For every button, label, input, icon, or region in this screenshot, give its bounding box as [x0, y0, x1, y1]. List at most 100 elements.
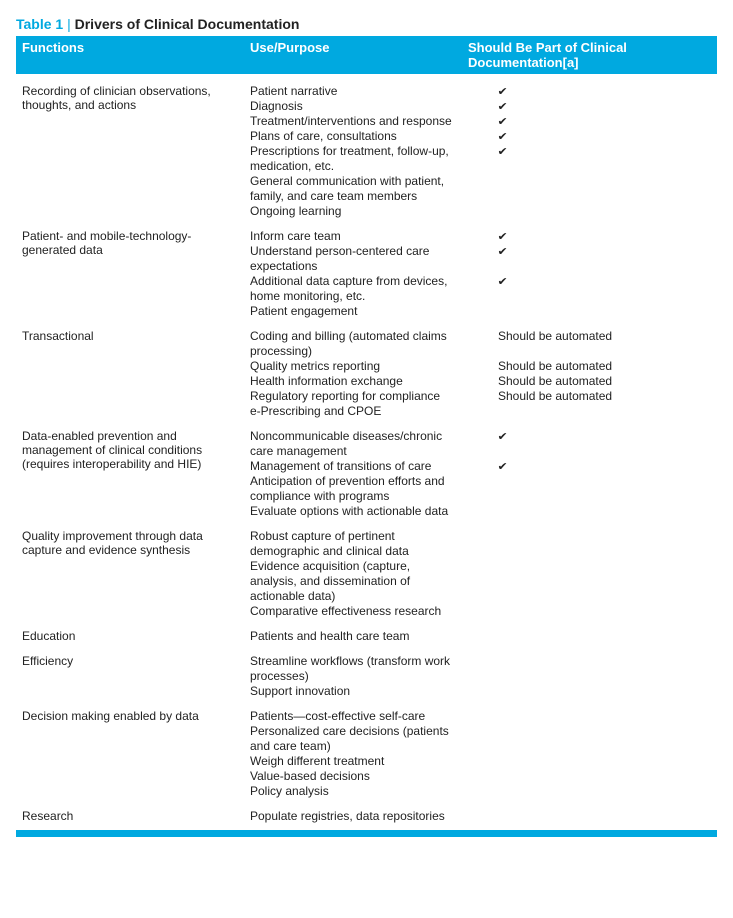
- mark-cell: [468, 459, 711, 473]
- header-use: Use/Purpose: [250, 40, 468, 70]
- function-cell: Recording of clinician observations, tho…: [22, 84, 250, 112]
- check-icon: [498, 229, 507, 243]
- use-cell: Streamline workflows (transform work pro…: [250, 654, 468, 684]
- check-icon: [498, 144, 507, 158]
- use-cell: Management of transitions of care: [250, 459, 468, 474]
- use-row: Policy analysis: [250, 784, 711, 799]
- mark-cell: [468, 99, 711, 113]
- mark-cell: [468, 429, 711, 443]
- use-mark-group: Coding and billing (automated claims pro…: [250, 329, 711, 419]
- use-row: Robust capture of pertinent demographic …: [250, 529, 711, 559]
- function-cell: Efficiency: [22, 654, 250, 668]
- use-cell: Regulatory reporting for compliance: [250, 389, 468, 404]
- use-mark-group: Populate registries, data repositories: [250, 809, 711, 824]
- use-row: Additional data capture from devices, ho…: [250, 274, 711, 304]
- table-row: EfficiencyStreamline workflows (transfor…: [22, 644, 711, 699]
- use-cell: Comparative effectiveness research: [250, 604, 468, 619]
- use-cell: Weigh different treatment: [250, 754, 468, 769]
- check-icon: [498, 114, 507, 128]
- function-cell: Transactional: [22, 329, 250, 343]
- use-cell: Diagnosis: [250, 99, 468, 114]
- table-row: Quality improvement through data capture…: [22, 519, 711, 619]
- use-row: Evidence acquisition (capture, analysis,…: [250, 559, 711, 604]
- use-cell: Quality metrics reporting: [250, 359, 468, 374]
- use-row: Regulatory reporting for complianceShoul…: [250, 389, 711, 404]
- use-mark-group: Patients—cost-effective self-carePersona…: [250, 709, 711, 799]
- use-cell: Health information exchange: [250, 374, 468, 389]
- use-cell: e-Prescribing and CPOE: [250, 404, 468, 419]
- use-row: Prescriptions for treatment, follow-up, …: [250, 144, 711, 174]
- use-cell: Populate registries, data repositories: [250, 809, 468, 824]
- check-icon: [498, 99, 507, 113]
- function-cell: Decision making enabled by data: [22, 709, 250, 723]
- use-mark-group: Patient narrativeDiagnosisTreatment/inte…: [250, 84, 711, 219]
- use-mark-group: Robust capture of pertinent demographic …: [250, 529, 711, 619]
- table-row: Decision making enabled by dataPatients—…: [22, 699, 711, 799]
- use-cell: Understand person-centered care expectat…: [250, 244, 468, 274]
- use-cell: Robust capture of pertinent demographic …: [250, 529, 468, 559]
- use-row: Inform care team: [250, 229, 711, 244]
- function-cell: Data-enabled prevention and management o…: [22, 429, 250, 471]
- mark-cell: [468, 244, 711, 258]
- check-icon: [498, 429, 507, 443]
- use-row: Comparative effectiveness research: [250, 604, 711, 619]
- use-row: Treatment/interventions and response: [250, 114, 711, 129]
- mark-cell: Should be automated: [468, 389, 711, 403]
- use-row: Management of transitions of care: [250, 459, 711, 474]
- use-row: Populate registries, data repositories: [250, 809, 711, 824]
- use-mark-group: Noncommunicable diseases/chronic care ma…: [250, 429, 711, 519]
- mark-cell: Should be automated: [468, 359, 711, 373]
- use-cell: Ongoing learning: [250, 204, 468, 219]
- use-row: Patient narrative: [250, 84, 711, 99]
- use-row: Streamline workflows (transform work pro…: [250, 654, 711, 684]
- table-footer-bar: [16, 830, 717, 837]
- caption-label: Table 1: [16, 16, 63, 32]
- function-cell: Research: [22, 809, 250, 823]
- use-cell: Patient engagement: [250, 304, 468, 319]
- use-cell: Plans of care, consultations: [250, 129, 468, 144]
- use-row: Personalized care decisions (patients an…: [250, 724, 711, 754]
- use-row: Value-based decisions: [250, 769, 711, 784]
- use-row: Weigh different treatment: [250, 754, 711, 769]
- check-icon: [498, 84, 507, 98]
- use-row: Patients—cost-effective self-care: [250, 709, 711, 724]
- use-row: e-Prescribing and CPOE: [250, 404, 711, 419]
- mark-cell: [468, 114, 711, 128]
- table-row: TransactionalCoding and billing (automat…: [22, 319, 711, 419]
- use-cell: Noncommunicable diseases/chronic care ma…: [250, 429, 468, 459]
- use-cell: Patients—cost-effective self-care: [250, 709, 468, 724]
- check-icon: [498, 274, 507, 288]
- use-cell: Personalized care decisions (patients an…: [250, 724, 468, 754]
- use-row: Patient engagement: [250, 304, 711, 319]
- use-cell: Support innovation: [250, 684, 468, 699]
- use-cell: Treatment/interventions and response: [250, 114, 468, 129]
- header-should-be: Should Be Part of Clinical Documentation…: [468, 40, 711, 70]
- mark-cell: [468, 229, 711, 243]
- mark-cell: [468, 274, 711, 288]
- use-row: Anticipation of prevention efforts and c…: [250, 474, 711, 504]
- use-cell: Policy analysis: [250, 784, 468, 799]
- check-icon: [498, 459, 507, 473]
- header-functions: Functions: [22, 40, 250, 70]
- use-mark-group: Streamline workflows (transform work pro…: [250, 654, 711, 699]
- use-cell: Coding and billing (automated claims pro…: [250, 329, 468, 359]
- table-row: Recording of clinician observations, tho…: [22, 74, 711, 219]
- use-cell: General communication with patient, fami…: [250, 174, 468, 204]
- use-cell: Prescriptions for treatment, follow-up, …: [250, 144, 468, 174]
- function-cell: Patient- and mobile-technology-generated…: [22, 229, 250, 257]
- mark-cell: [468, 129, 711, 143]
- mark-cell: [468, 144, 711, 158]
- use-row: Understand person-centered care expectat…: [250, 244, 711, 274]
- table-caption: Table 1 | Drivers of Clinical Documentat…: [16, 16, 717, 32]
- use-cell: Patients and health care team: [250, 629, 468, 644]
- use-row: Health information exchangeShould be aut…: [250, 374, 711, 389]
- use-cell: Anticipation of prevention efforts and c…: [250, 474, 468, 504]
- table-row: Patient- and mobile-technology-generated…: [22, 219, 711, 319]
- use-row: Noncommunicable diseases/chronic care ma…: [250, 429, 711, 459]
- function-cell: Quality improvement through data capture…: [22, 529, 250, 557]
- use-mark-group: Inform care teamUnderstand person-center…: [250, 229, 711, 319]
- table-row: EducationPatients and health care team: [22, 619, 711, 644]
- use-cell: Value-based decisions: [250, 769, 468, 784]
- use-row: Quality metrics reportingShould be autom…: [250, 359, 711, 374]
- check-icon: [498, 244, 507, 258]
